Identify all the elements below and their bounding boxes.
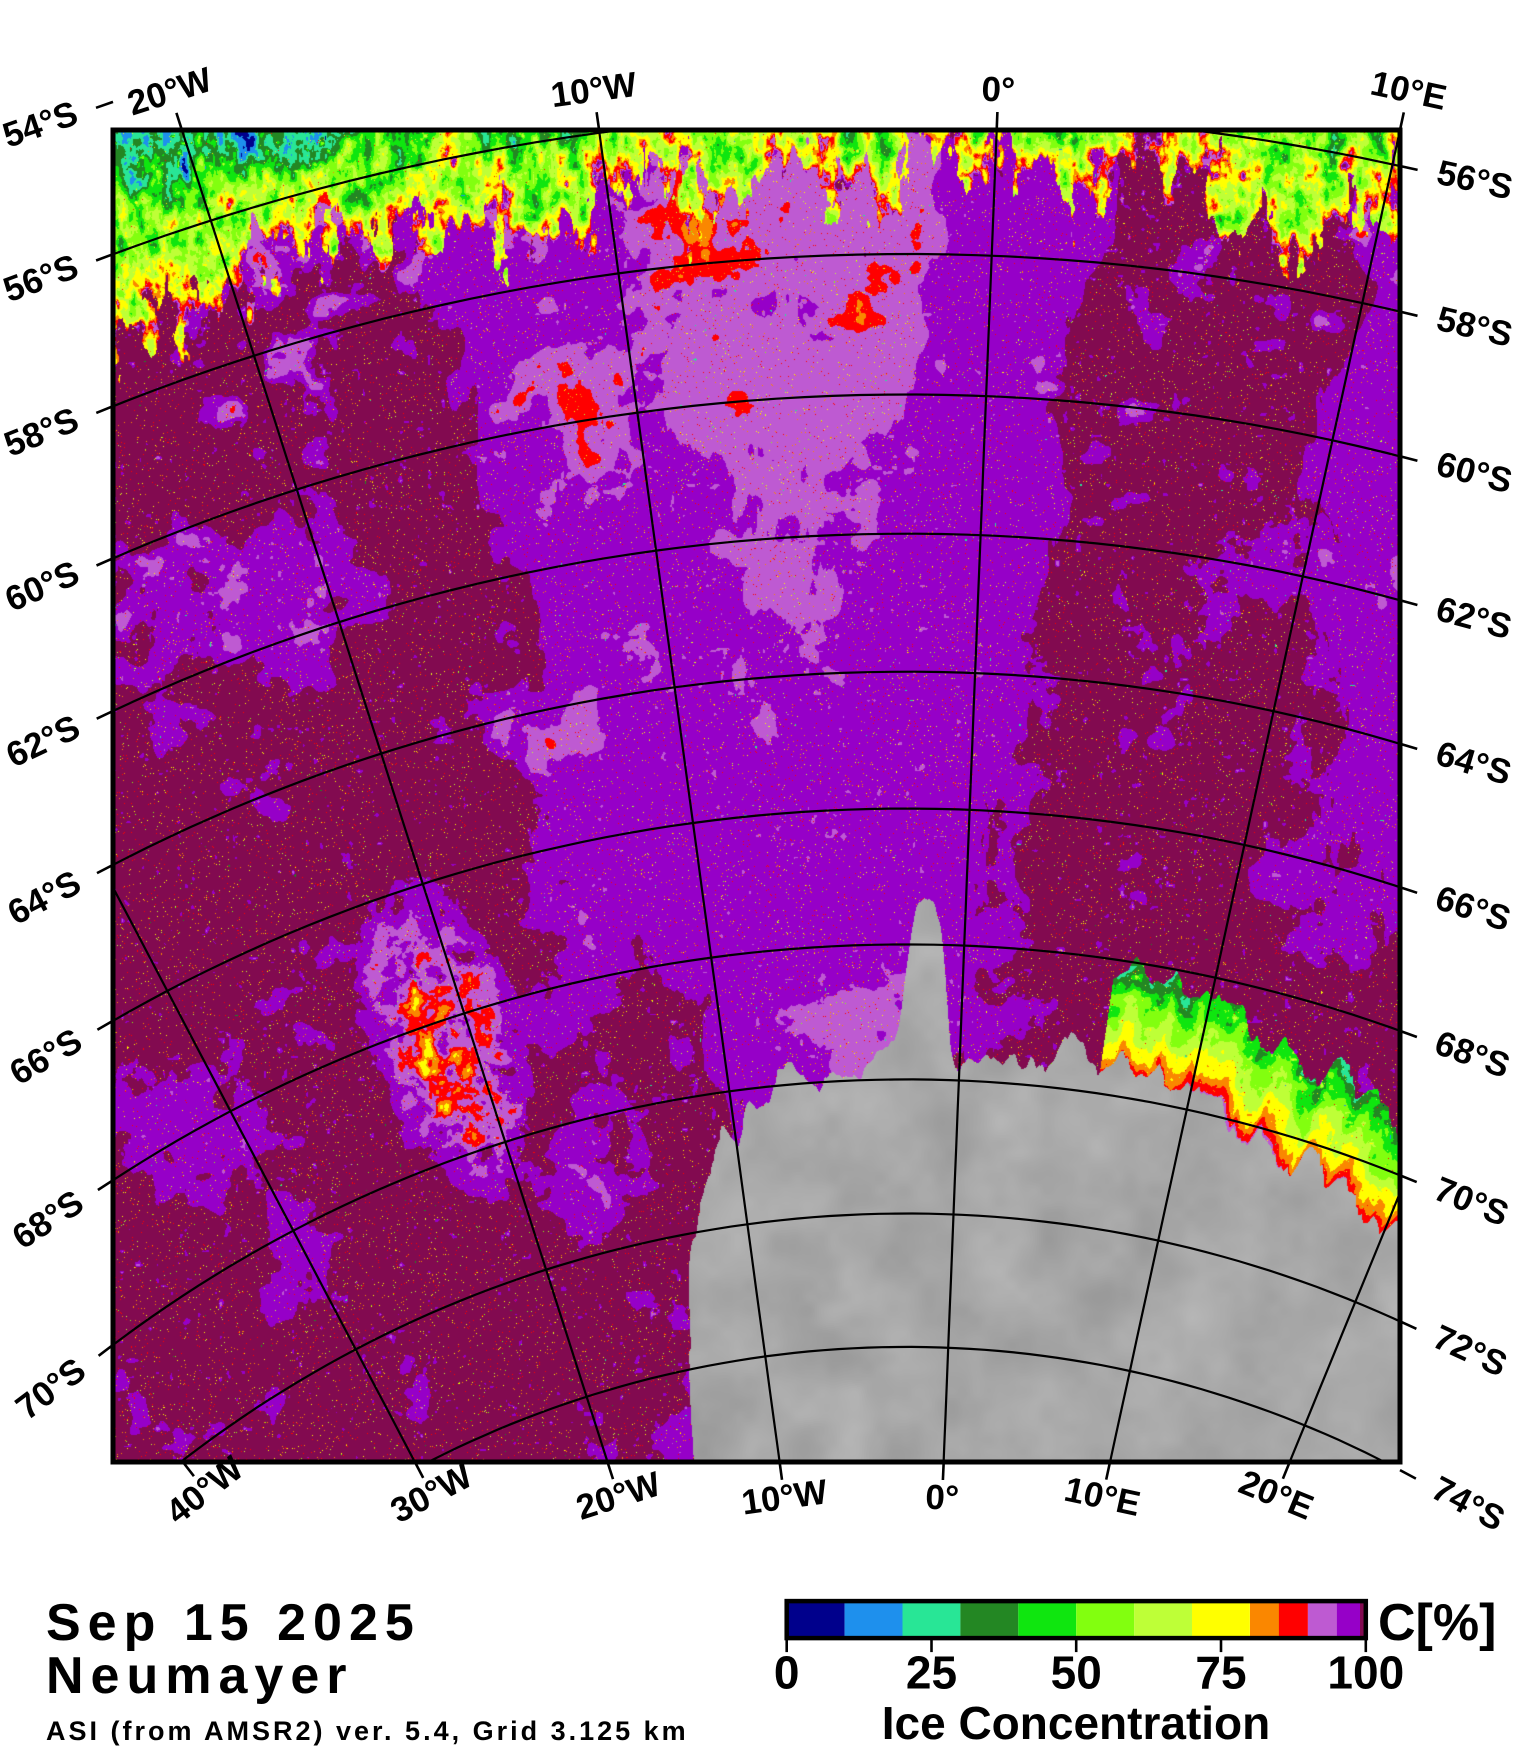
svg-text:20°W: 20°W (572, 1464, 666, 1527)
svg-text:68°S: 68°S (1430, 1023, 1515, 1086)
svg-text:68°S: 68°S (5, 1183, 90, 1257)
svg-text:72°S: 72°S (1427, 1317, 1513, 1384)
svg-text:25: 25 (906, 1647, 957, 1699)
svg-text:56°S: 56°S (0, 247, 83, 310)
svg-text:Ice Concentration: Ice Concentration (882, 1697, 1271, 1749)
svg-text:56°S: 56°S (1433, 153, 1516, 208)
svg-text:0°: 0° (925, 1478, 960, 1518)
svg-text:0°: 0° (981, 70, 1016, 110)
svg-text:54°S: 54°S (0, 94, 83, 156)
svg-text:ASI (from AMSR2) ver. 5.4, Gr: ASI (from AMSR2) ver. 5.4, Grid 3.125 km (46, 1716, 689, 1746)
svg-text:60°S: 60°S (0, 553, 85, 619)
svg-text:10°W: 10°W (739, 1472, 829, 1522)
svg-text:100: 100 (1327, 1647, 1404, 1699)
svg-text:10°E: 10°E (1367, 64, 1450, 118)
svg-text:50: 50 (1051, 1647, 1102, 1699)
svg-text:0: 0 (774, 1647, 800, 1699)
svg-text:10°W: 10°W (548, 65, 638, 115)
svg-text:Neumayer: Neumayer (46, 1647, 353, 1705)
svg-text:62°S: 62°S (0, 708, 86, 776)
svg-text:10°E: 10°E (1061, 1470, 1144, 1524)
svg-text:20°W: 20°W (123, 60, 217, 123)
svg-text:58°S: 58°S (0, 400, 84, 464)
svg-text:Sep 15 2025: Sep 15 2025 (46, 1594, 421, 1652)
svg-text:64°S: 64°S (2, 863, 88, 933)
svg-text:58°S: 58°S (1433, 299, 1516, 355)
svg-text:60°S: 60°S (1433, 445, 1517, 502)
svg-text:66°S: 66°S (1431, 878, 1516, 939)
svg-text:75: 75 (1195, 1647, 1246, 1699)
svg-text:70°S: 70°S (1429, 1169, 1514, 1234)
svg-text:64°S: 64°S (1431, 734, 1515, 793)
svg-text:62°S: 62°S (1432, 589, 1516, 647)
svg-text:70°S: 70°S (9, 1350, 93, 1427)
svg-text:74°S: 74°S (1425, 1469, 1511, 1539)
svg-text:30°W: 30°W (384, 1456, 478, 1531)
svg-text:C[%]: C[%] (1378, 1594, 1496, 1652)
svg-text:66°S: 66°S (3, 1021, 89, 1093)
svg-text:20°E: 20°E (1233, 1463, 1318, 1528)
